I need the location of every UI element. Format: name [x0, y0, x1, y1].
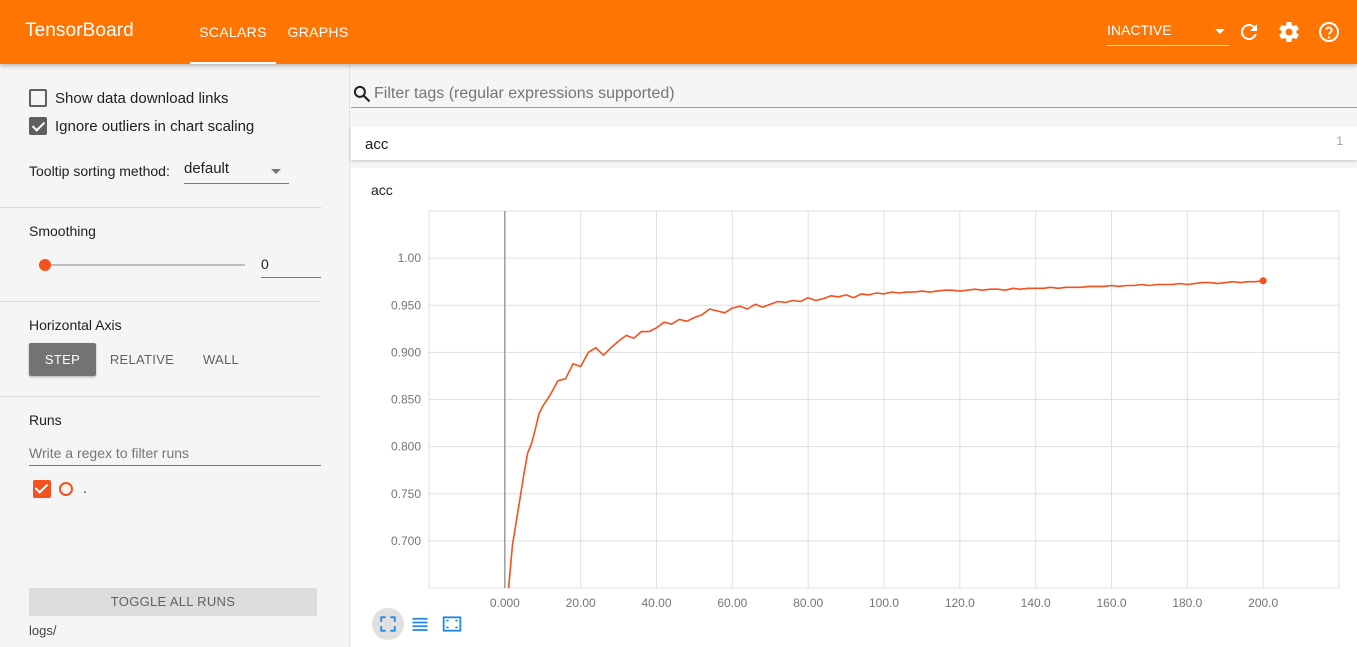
- scalar-card: acc 0.000 20.00 40.00 60.00 80.00 100.0 120.0 1…: [351, 168, 1357, 647]
- list-icon: [412, 617, 428, 631]
- smoothing-slider-knob[interactable]: [39, 259, 51, 271]
- axis-relative-button[interactable]: RELATIVE: [109, 352, 175, 367]
- x-tick-label: 160.0: [1096, 596, 1126, 608]
- x-tick-label: 140.0: [1021, 596, 1051, 608]
- y-tick-label: 0.800: [391, 440, 421, 454]
- run-checkbox[interactable]: [33, 480, 51, 498]
- tab-graphs[interactable]: GRAPHS: [287, 24, 349, 40]
- series-endpoint: [1259, 277, 1267, 285]
- divider: [0, 207, 321, 208]
- category-name: acc: [365, 136, 389, 153]
- toggle-log-scale-button[interactable]: [404, 608, 436, 640]
- settings-icon[interactable]: [1277, 20, 1301, 44]
- tab-scalars[interactable]: SCALARS: [190, 0, 276, 64]
- checkbox-checked-icon[interactable]: [29, 117, 47, 135]
- x-tick-label: 60.00: [717, 596, 747, 608]
- x-tick-label: 100.0: [869, 596, 899, 608]
- checkbox-unchecked-icon[interactable]: [29, 89, 47, 107]
- horizontal-axis-label: Horizontal Axis: [29, 317, 122, 333]
- x-tick-label: 80.00: [793, 596, 823, 608]
- card-title: acc: [371, 182, 393, 198]
- logdir-label: logs/: [29, 623, 57, 638]
- runs-label: Runs: [29, 412, 62, 428]
- sidebar: Show data download links Ignore outliers…: [0, 64, 350, 647]
- x-tick-label: 200.0: [1248, 596, 1278, 608]
- fit-domain-button[interactable]: [436, 608, 468, 640]
- status-dropdown[interactable]: INACTIVE: [1107, 22, 1229, 46]
- series-line: [507, 279, 1264, 589]
- tooltip-sorting-label: Tooltip sorting method:: [29, 163, 170, 179]
- runs-filter-input[interactable]: Write a regex to filter runs: [29, 442, 321, 466]
- x-tick-label: 180.0: [1172, 596, 1202, 608]
- x-tick-label: 40.00: [641, 596, 671, 608]
- tag-filter-input[interactable]: Filter tags (regular expressions support…: [351, 80, 1357, 108]
- runs-filter-placeholder: Write a regex to filter runs: [29, 445, 190, 461]
- fullscreen-icon: [380, 616, 396, 632]
- fit-screen-icon: [442, 616, 462, 632]
- y-tick-label: 0.900: [391, 345, 421, 359]
- y-tick-label: 1.00: [398, 251, 422, 265]
- axis-wall-button[interactable]: WALL: [202, 352, 240, 367]
- axis-step-button[interactable]: STEP: [29, 343, 96, 376]
- category-count: 1: [1336, 134, 1343, 148]
- help-icon[interactable]: [1317, 20, 1341, 44]
- run-color-circle-icon[interactable]: [59, 482, 73, 496]
- show-download-links-checkbox[interactable]: Show data download links: [29, 89, 228, 107]
- tooltip-sorting-dropdown[interactable]: default: [184, 160, 289, 184]
- app-title: TensorBoard: [25, 20, 134, 41]
- divider: [0, 396, 321, 397]
- y-tick-label: 0.750: [391, 487, 421, 501]
- status-value: INACTIVE: [1107, 22, 1172, 38]
- smoothing-slider-track[interactable]: [45, 264, 245, 266]
- category-header[interactable]: acc 1: [351, 126, 1357, 160]
- show-download-links-label: Show data download links: [55, 89, 229, 107]
- run-name: .: [83, 480, 87, 496]
- line-chart[interactable]: 0.000 20.00 40.00 60.00 80.00 100.0 120.0 140.0…: [351, 168, 1357, 608]
- divider: [0, 301, 321, 302]
- top-bar: TensorBoard SCALARS GRAPHS INACTIVE: [0, 0, 1357, 64]
- y-tick-label: 0.950: [391, 298, 421, 312]
- tooltip-sorting-value: default: [184, 160, 230, 177]
- smoothing-input[interactable]: 0: [261, 254, 321, 278]
- ignore-outliers-checkbox[interactable]: Ignore outliers in chart scaling: [29, 117, 254, 135]
- dropdown-arrow-icon: [271, 169, 281, 174]
- smoothing-label: Smoothing: [29, 223, 96, 239]
- tag-filter-placeholder: Filter tags (regular expressions support…: [374, 85, 675, 102]
- refresh-icon[interactable]: [1237, 20, 1261, 44]
- fullscreen-button[interactable]: [372, 608, 404, 640]
- y-tick-label: 0.700: [391, 534, 421, 548]
- search-icon: [353, 85, 371, 103]
- toggle-all-runs-button[interactable]: TOGGLE ALL RUNS: [29, 588, 317, 616]
- dropdown-arrow-icon: [1215, 29, 1225, 34]
- x-tick-label: 120.0: [945, 596, 975, 608]
- x-tick-label: 0.000: [490, 596, 520, 608]
- ignore-outliers-label: Ignore outliers in chart scaling: [55, 117, 255, 135]
- x-tick-label: 20.00: [566, 596, 596, 608]
- y-tick-label: 0.850: [391, 393, 421, 407]
- main-panel: Filter tags (regular expressions support…: [351, 64, 1357, 647]
